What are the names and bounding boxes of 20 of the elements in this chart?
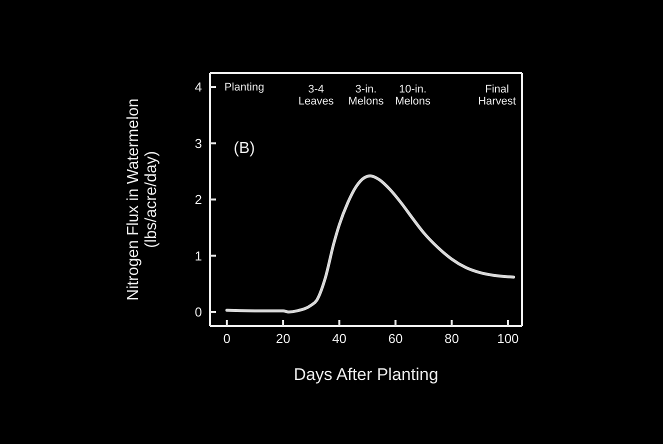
y-tick-label: 1 — [194, 248, 202, 264]
y-tick-label: 2 — [194, 192, 202, 208]
annotation: 3-in. Melons — [348, 83, 384, 108]
annotation: Planting — [224, 82, 264, 94]
y-tick-label: 0 — [194, 304, 202, 320]
y-axis-title: Nitrogen Flux in Watermelon (lbs/acre/day) — [124, 98, 160, 301]
x-tick-label: 20 — [276, 331, 290, 346]
annotation: 3-4 Leaves — [298, 83, 334, 108]
x-tick-label: 80 — [444, 331, 459, 346]
x-tick-label: 40 — [332, 331, 347, 346]
annotation: Final Harvest — [478, 83, 516, 108]
x-tick-label: 60 — [388, 331, 403, 346]
line-series — [225, 174, 516, 314]
annotation: 10-in. Melons — [395, 83, 431, 108]
x-tick-label: 100 — [497, 331, 519, 346]
y-tick-label: 4 — [194, 80, 202, 95]
y-tick-label: 3 — [194, 136, 202, 151]
annotation: (B) — [234, 140, 255, 158]
x-axis-title: Days After Planting — [294, 364, 438, 384]
x-tick-label: 0 — [223, 331, 230, 346]
